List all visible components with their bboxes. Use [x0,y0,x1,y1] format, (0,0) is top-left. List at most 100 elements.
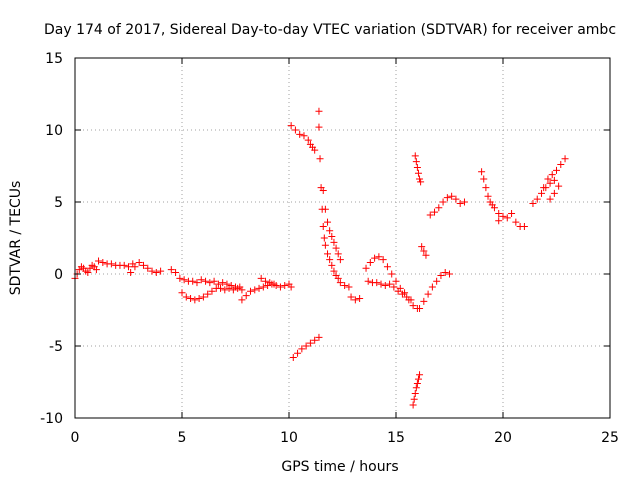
data-point [92,266,100,274]
data-point [390,283,398,291]
data-point [482,184,490,192]
data-point [439,198,447,206]
data-point [538,189,546,197]
data-point [407,296,415,304]
y-tick-label: 10 [45,123,63,139]
data-point [383,263,391,271]
data-point [414,375,422,383]
series-seg-n [289,333,323,362]
data-point [495,210,503,218]
data-point [234,284,242,292]
data-point [437,271,445,279]
data-point [409,401,417,409]
data-point [127,269,135,277]
data-point [195,294,203,302]
data-point [298,345,306,353]
data-point [261,277,269,285]
data-point [503,214,511,222]
data-point [550,189,558,197]
data-point [431,208,439,216]
series-seg-m [347,293,364,304]
data-point [319,186,327,194]
data-point [152,269,160,277]
series-seg-q [411,152,425,186]
data-point [334,250,342,258]
data-point [334,274,342,282]
data-point [95,257,103,265]
data-point [413,163,421,171]
data-point [204,290,212,298]
data-point [544,175,552,183]
data-point [315,107,323,115]
data-point [176,274,184,282]
data-point [520,222,528,230]
data-point [381,282,389,290]
data-point [246,287,254,295]
data-point [460,198,468,206]
data-point [311,336,319,344]
series-seg-h [257,274,278,288]
data-point [289,354,297,362]
data-point [131,263,139,271]
data-point [328,261,336,269]
series-seg-z [546,182,563,203]
data-point [125,263,132,271]
data-point [270,280,278,288]
data-point [304,136,312,144]
data-point [529,199,537,207]
data-point [373,279,381,287]
data-point [320,234,328,242]
series-seg-k [319,186,344,264]
data-point [193,279,201,287]
data-point [187,294,195,302]
data-point [553,166,560,174]
data-point [424,290,432,298]
data-point [411,152,419,160]
data-point [345,283,353,291]
data-point [512,218,520,226]
data-point [326,227,334,235]
data-point [225,284,233,292]
data-point [238,286,246,294]
y-axis-title: SDTVAR / TECUs [8,181,24,296]
chart-title: Day 174 of 2017, Sidereal Day-to-day VTE… [44,22,616,38]
data-point [456,199,464,207]
plot-frame [74,57,611,419]
data-point [148,267,156,275]
data-point [557,161,565,169]
data-point [172,269,180,277]
data-point [296,130,304,138]
data-point [311,146,319,154]
data-point [478,168,486,176]
grid-layer [75,58,610,418]
series-seg-c [127,258,165,277]
data-point [324,250,332,258]
data-point [330,238,338,246]
data-point [550,176,558,184]
data-point [555,182,563,190]
data-point [208,287,216,295]
data-point [484,192,492,200]
data-point [377,280,385,288]
data-point [229,286,237,294]
data-point [411,390,419,398]
data-point [319,222,327,230]
data-point [441,269,449,277]
data-point [448,192,456,200]
data-point [120,261,128,269]
series-seg-x [529,176,558,207]
data-point [540,184,548,192]
data-point [428,283,436,291]
data-point [321,205,329,213]
data-point [426,211,434,219]
data-point [178,289,186,297]
series-seg-t [416,269,453,313]
data-point [139,261,147,269]
data-point [291,126,299,134]
series-seg-w [495,210,528,230]
series-seg-b [95,257,137,271]
data-point [418,243,426,251]
data-point [499,212,507,220]
data-point [202,277,210,285]
